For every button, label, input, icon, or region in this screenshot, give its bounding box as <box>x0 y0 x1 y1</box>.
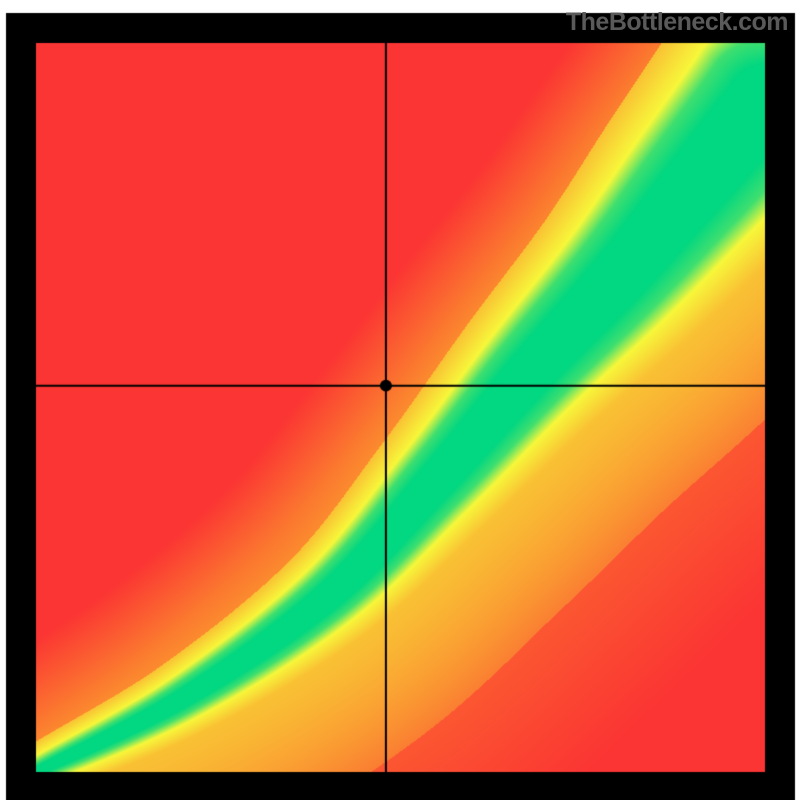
attribution-label: TheBottleneck.com <box>566 8 788 37</box>
chart-container: { "attribution": "TheBottleneck.com", "c… <box>0 0 800 800</box>
heatmap-canvas <box>0 0 800 800</box>
